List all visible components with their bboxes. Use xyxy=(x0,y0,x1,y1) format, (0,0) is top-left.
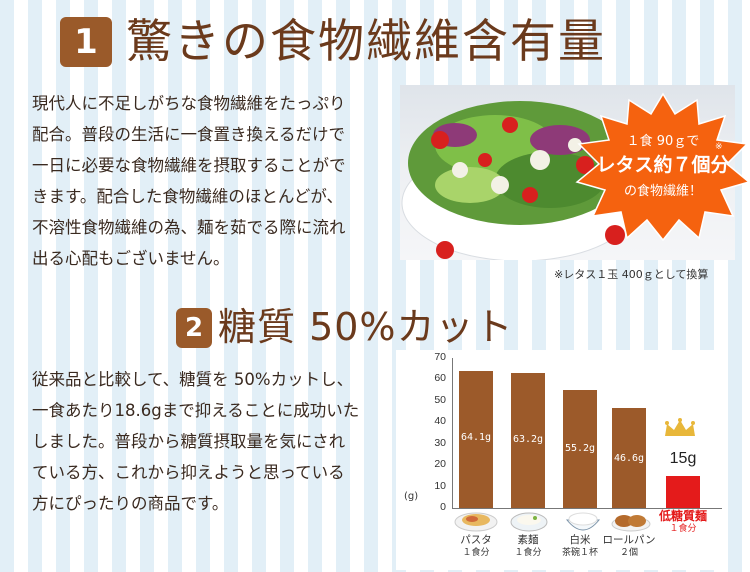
section1-body-line: きます。配合した食物繊維のほとんどが、 xyxy=(32,187,344,206)
bar-3 xyxy=(612,408,646,508)
category-name: 素麺 xyxy=(517,534,539,546)
chart-unit-label: (g) xyxy=(404,491,419,502)
section2-body-line: 従来品と比較して、糖質を 50%カットし、 xyxy=(32,370,354,389)
section1-body-line: 出る心配もございません。 xyxy=(32,249,230,268)
y-tick-label: 40 xyxy=(434,415,446,428)
chart-x-axis xyxy=(452,508,722,509)
bar-value-label: 15g xyxy=(669,449,697,467)
bread-icon xyxy=(611,515,651,532)
section2-title: 糖質 50%カット xyxy=(218,305,514,349)
section1-body-line: 現代人に不足しがちな食物繊維をたっぷり xyxy=(32,94,346,113)
section1-body-line: 不溶性食物繊維の為、麺を茹でる際に流れ xyxy=(32,218,346,237)
bar-value-label: 63.2g xyxy=(512,433,544,445)
category-label: 低糖質麺 １食分 xyxy=(653,510,713,536)
carb-comparison-chart: (g) 0 10 20 30 40 50 60 70 64.1g 63.2g 55.2g 46.6g… xyxy=(396,350,726,570)
y-tick-label: 20 xyxy=(434,458,446,471)
section1-number-badge: 1 xyxy=(60,17,112,67)
bar-value-label: 64.1g xyxy=(460,432,492,444)
somen-icon xyxy=(510,512,548,532)
section2-body-line: 一食あたり18.6gまで抑えることに成功いた xyxy=(32,401,360,420)
crown-icon xyxy=(665,418,695,436)
category-sub: １食分 xyxy=(514,548,542,558)
section2-body-line: ている方、これから抑えようと思っている xyxy=(32,463,345,482)
burst-shape xyxy=(575,92,750,242)
y-tick-label: 0 xyxy=(440,501,446,513)
burst-line1: １食 90ｇで xyxy=(626,134,700,149)
y-tick-label: 10 xyxy=(434,479,446,492)
category-name: 白米 xyxy=(569,534,591,546)
y-tick-label: 30 xyxy=(434,436,446,449)
burst-mark: ※ xyxy=(715,142,723,152)
pasta-icon xyxy=(454,512,498,532)
rice-icon xyxy=(565,512,601,531)
category-sub: １食分 xyxy=(462,548,490,558)
chart-y-axis xyxy=(452,358,453,508)
bar-0 xyxy=(459,370,493,508)
section2-body-line: しました。普段から糖質摂取量を気にされ xyxy=(32,432,346,451)
fiber-burst-callout: １食 90ｇで レタス約７個分 ※ の食物繊維！ xyxy=(575,92,750,242)
burst-line2: レタス約７個分 xyxy=(596,154,730,176)
y-tick-label: 50 xyxy=(434,393,446,406)
category-sub: 茶碗１杯 xyxy=(561,548,598,558)
category-name: パスタ xyxy=(460,534,492,546)
y-tick-label: 70 xyxy=(434,351,446,363)
category-label: ロールパン ２個 xyxy=(599,534,659,560)
section2-body-line: 方にぴったりの商品です。 xyxy=(32,494,229,513)
category-label: パスタ １食分 xyxy=(446,534,506,560)
category-label: 素麺 １食分 xyxy=(498,534,558,560)
bar-1 xyxy=(511,372,545,508)
section1-title: 驚きの食物繊維含有量 xyxy=(126,14,606,68)
section2-body: 従来品と比較して、糖質を 50%カットし、 一食あたり18.6gまで抑えることに… xyxy=(32,364,359,519)
bar-value-label: 46.6g xyxy=(613,453,645,465)
section1-body: 現代人に不足しがちな食物繊維をたっぷり 配合。普段の生活に一食置き換えるだけで … xyxy=(32,88,346,274)
bar-value-label: 55.2g xyxy=(564,442,596,454)
bar-2 xyxy=(563,389,597,508)
section2-number-badge: 2 xyxy=(176,308,212,348)
section1-body-line: 配合。普段の生活に一食置き換えるだけで xyxy=(32,125,346,144)
section1-body-line: 一日に必要な食物繊維を摂取することがで xyxy=(32,156,346,175)
category-label: 白米茶碗１杯 xyxy=(550,534,610,560)
category-sub: １食分 xyxy=(669,524,697,534)
burst-line3: の食物繊維！ xyxy=(623,184,702,199)
bar-low-carb-noodle xyxy=(666,475,700,508)
category-name: 低糖質麺 xyxy=(658,509,707,523)
y-tick-label: 60 xyxy=(434,372,446,385)
lettuce-note: ※レタス１玉 400ｇとして換算 xyxy=(554,268,709,281)
category-sub: ２個 xyxy=(619,548,638,558)
category-name: ロールパン xyxy=(602,534,656,546)
